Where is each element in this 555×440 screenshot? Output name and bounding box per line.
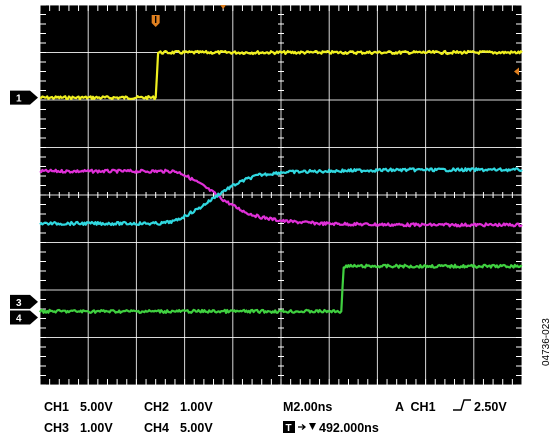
trigger-position-marker <box>220 5 227 9</box>
graticule <box>39 4 523 386</box>
channel-marker-4 <box>10 310 38 325</box>
trigger-delay: 492.000ns <box>319 421 379 435</box>
trace-ch2 <box>39 168 523 228</box>
ch1-label: CH1 <box>44 400 69 414</box>
trace-ch1 <box>39 49 523 101</box>
trigger-badge <box>283 421 295 433</box>
timebase: M2.00ns <box>283 400 332 414</box>
figure-number: 04736-023 <box>541 318 552 366</box>
trigger-source: A CH1 <box>395 400 436 414</box>
down-triangle-icon <box>309 423 316 430</box>
trigger-level-marker <box>514 67 519 76</box>
ch2-label: CH2 <box>144 400 169 414</box>
scope-screen <box>39 4 523 386</box>
trigger-level: 2.50V <box>474 400 507 414</box>
channel-marker-3 <box>10 294 38 309</box>
trace-ch3 <box>39 167 523 227</box>
ch4-scale: 5.00V <box>180 421 213 435</box>
ch3-label: CH3 <box>44 421 69 435</box>
trigger-badge-label: T <box>286 423 292 434</box>
traces <box>39 49 523 314</box>
ch1-scale: 5.00V <box>80 400 113 414</box>
channel-marker-1 <box>10 90 38 105</box>
markers <box>151 5 519 76</box>
channel-marker-label-4: 4 <box>16 314 22 325</box>
trace-ch4 <box>39 263 523 314</box>
channel-marker-label-3: 3 <box>16 298 22 309</box>
channel-marker-label-1: 1 <box>16 94 22 105</box>
rising-edge-icon <box>453 399 471 411</box>
ch4-label: CH4 <box>144 421 169 435</box>
ch3-scale: 1.00V <box>80 421 113 435</box>
ch2-scale: 1.00V <box>180 400 213 414</box>
channel-markers: 1 3 4 <box>10 90 38 325</box>
right-arrow-icon <box>298 424 307 430</box>
